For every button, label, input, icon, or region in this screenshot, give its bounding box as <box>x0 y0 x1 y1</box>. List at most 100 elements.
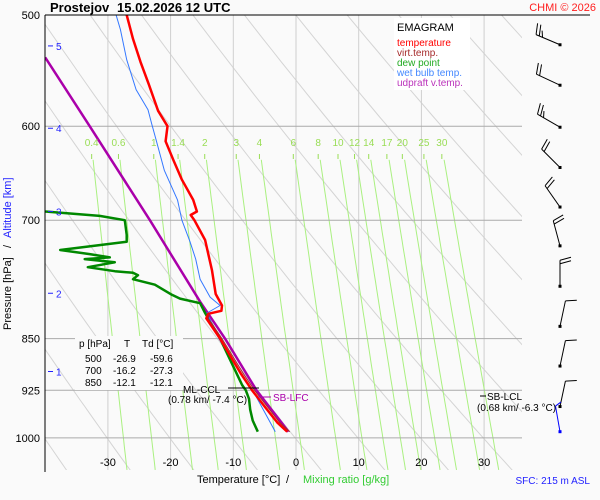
profiles <box>45 15 291 433</box>
dry-adiabat <box>45 348 131 470</box>
wind-barb-staff <box>541 148 561 168</box>
legend-updraft: udpraft v.temp. <box>397 78 463 89</box>
wind-barb-feather <box>541 138 548 150</box>
pressure-tick-label: 850 <box>22 334 40 346</box>
mixing-ratio-line <box>339 159 389 470</box>
sb-lfc-annotation: SB-LFC <box>258 393 309 404</box>
temperature-tick-label: 10 <box>353 457 365 469</box>
mixing-ratio-label: 2 <box>202 138 208 149</box>
mixing-ratio-label: 17 <box>381 138 393 149</box>
legend-wet-bulb: wet bulb temp. <box>396 68 462 79</box>
profile-temperature <box>125 15 289 433</box>
wind-barb-feather <box>559 260 572 265</box>
table-cell: 500 <box>85 354 102 365</box>
y-axis-label-altitude: Altitude [km] <box>2 177 14 238</box>
temperature-tick-label: -30 <box>100 457 116 469</box>
wind-barb-feather <box>536 103 541 115</box>
y-axis-title: Pressure [hPa] / Altitude [km] <box>2 177 14 330</box>
table-header-t: T <box>124 339 130 350</box>
wind-barb-station-dot <box>558 244 562 248</box>
dry-adiabat <box>581 0 600 473</box>
temperature-tick-label: 0 <box>293 457 299 469</box>
table-cell: -16.2 <box>113 366 136 377</box>
wind-barb-feather <box>535 23 539 35</box>
altitude-tick-label: 1 <box>56 368 62 379</box>
pressure-tick-label: 1000 <box>16 433 40 445</box>
mixing-ratio-label: 1 <box>151 138 157 149</box>
dry-adiabat <box>45 262 195 470</box>
mixing-ratio-label: 3 <box>233 138 239 149</box>
dry-adiabat <box>89 15 450 470</box>
wind-barb-feather <box>555 401 562 407</box>
table-header-td: Td [°C] <box>142 339 173 350</box>
wind-barb-station-dot <box>558 405 562 409</box>
wind-barb <box>558 299 577 328</box>
wind-barb-feather <box>546 179 555 189</box>
mixing-ratio-label: 14 <box>363 138 375 149</box>
mixing-ratio-line <box>237 159 281 470</box>
y-axis-label-pressure: Pressure [hPa] <box>2 257 14 330</box>
wind-barb-feather <box>538 24 542 37</box>
mixing-ratio-line <box>179 159 219 470</box>
mixing-ratio-line <box>260 159 305 470</box>
dry-adiabat <box>192 15 522 413</box>
mixing-ratio-label: 20 <box>397 138 409 149</box>
legend-title: EMAGRAM <box>397 22 454 34</box>
wind-barb-feather <box>553 214 564 222</box>
table-cell: -12.1 <box>150 378 173 389</box>
dry-adiabat <box>346 15 522 218</box>
mixing-ratio-line <box>388 159 441 470</box>
wind-barb-staff <box>559 340 566 367</box>
wind-barb-station-dot <box>558 364 562 368</box>
wind-barb-staff <box>536 73 561 86</box>
dry-adiabat <box>45 23 386 470</box>
grid <box>45 0 600 473</box>
mixing-ratio-line <box>92 159 128 470</box>
mixing-ratio-line <box>294 159 341 470</box>
wind-barb <box>554 401 562 434</box>
wind-barb <box>558 256 572 288</box>
table-cell: 850 <box>85 378 102 389</box>
legend-virt-temp: virt.temp. <box>397 48 438 59</box>
wind-barb <box>552 214 565 248</box>
table-cell: -59.6 <box>150 354 173 365</box>
wind-barb-station-dot <box>558 430 562 434</box>
mixing-ratio-line <box>319 159 368 470</box>
wind-barb <box>558 339 577 368</box>
wind-barb-station-dot <box>558 205 562 209</box>
mixing-ratio-label: 10 <box>332 138 344 149</box>
wind-barb-feather <box>553 217 565 225</box>
wind-barb-station-dot <box>558 165 562 169</box>
datetime: 15.02.2026 12 UTC <box>117 0 231 15</box>
level-table: p [hPa] T Td [°C] 500 -26.9 -59.6 700 -1… <box>75 336 183 390</box>
wind-barb-feather <box>559 256 572 261</box>
wind-barb-station-dot <box>558 43 562 47</box>
altitude-tick-label: 4 <box>56 124 62 135</box>
wind-barbs <box>535 23 577 434</box>
profile-dew-point <box>45 210 259 433</box>
wind-barb-feather <box>539 64 543 76</box>
sb-lcl-annotation: SB-LCL (0.68 km/ -6.3 °C) <box>477 392 556 414</box>
copyright: CHMI © 2026 <box>529 2 596 14</box>
x-axis-label-temperature: Temperature [°C] <box>197 474 280 486</box>
table-header-p: p [hPa] <box>79 339 111 350</box>
ml-ccl-annotation: ML-CCL (0.78 km/ -7.4 °C) <box>168 385 259 406</box>
mixing-ratio-line <box>119 159 156 470</box>
wind-barb-feather <box>544 176 553 187</box>
wind-barb-feather <box>543 141 551 152</box>
wind-barb <box>558 379 577 409</box>
mixing-ratio-label: 0.4 <box>85 138 99 149</box>
pressure-tick-label: 600 <box>22 121 40 133</box>
wind-barb-station-dot <box>558 83 562 87</box>
pressure-tick-label: 500 <box>22 10 40 22</box>
dry-adiabat <box>243 15 522 346</box>
mixing-ratio-line <box>205 159 247 470</box>
mixing-ratio-line <box>154 159 193 470</box>
legend-dew-point: dew point <box>397 58 440 69</box>
station-name: Prostejov <box>50 0 110 15</box>
wind-barb-feather <box>565 299 577 302</box>
surface-elevation: SFC: 215 m ASL <box>516 476 591 487</box>
profile-virt-temp <box>207 313 291 433</box>
legend-temperature: temperature <box>397 38 451 49</box>
